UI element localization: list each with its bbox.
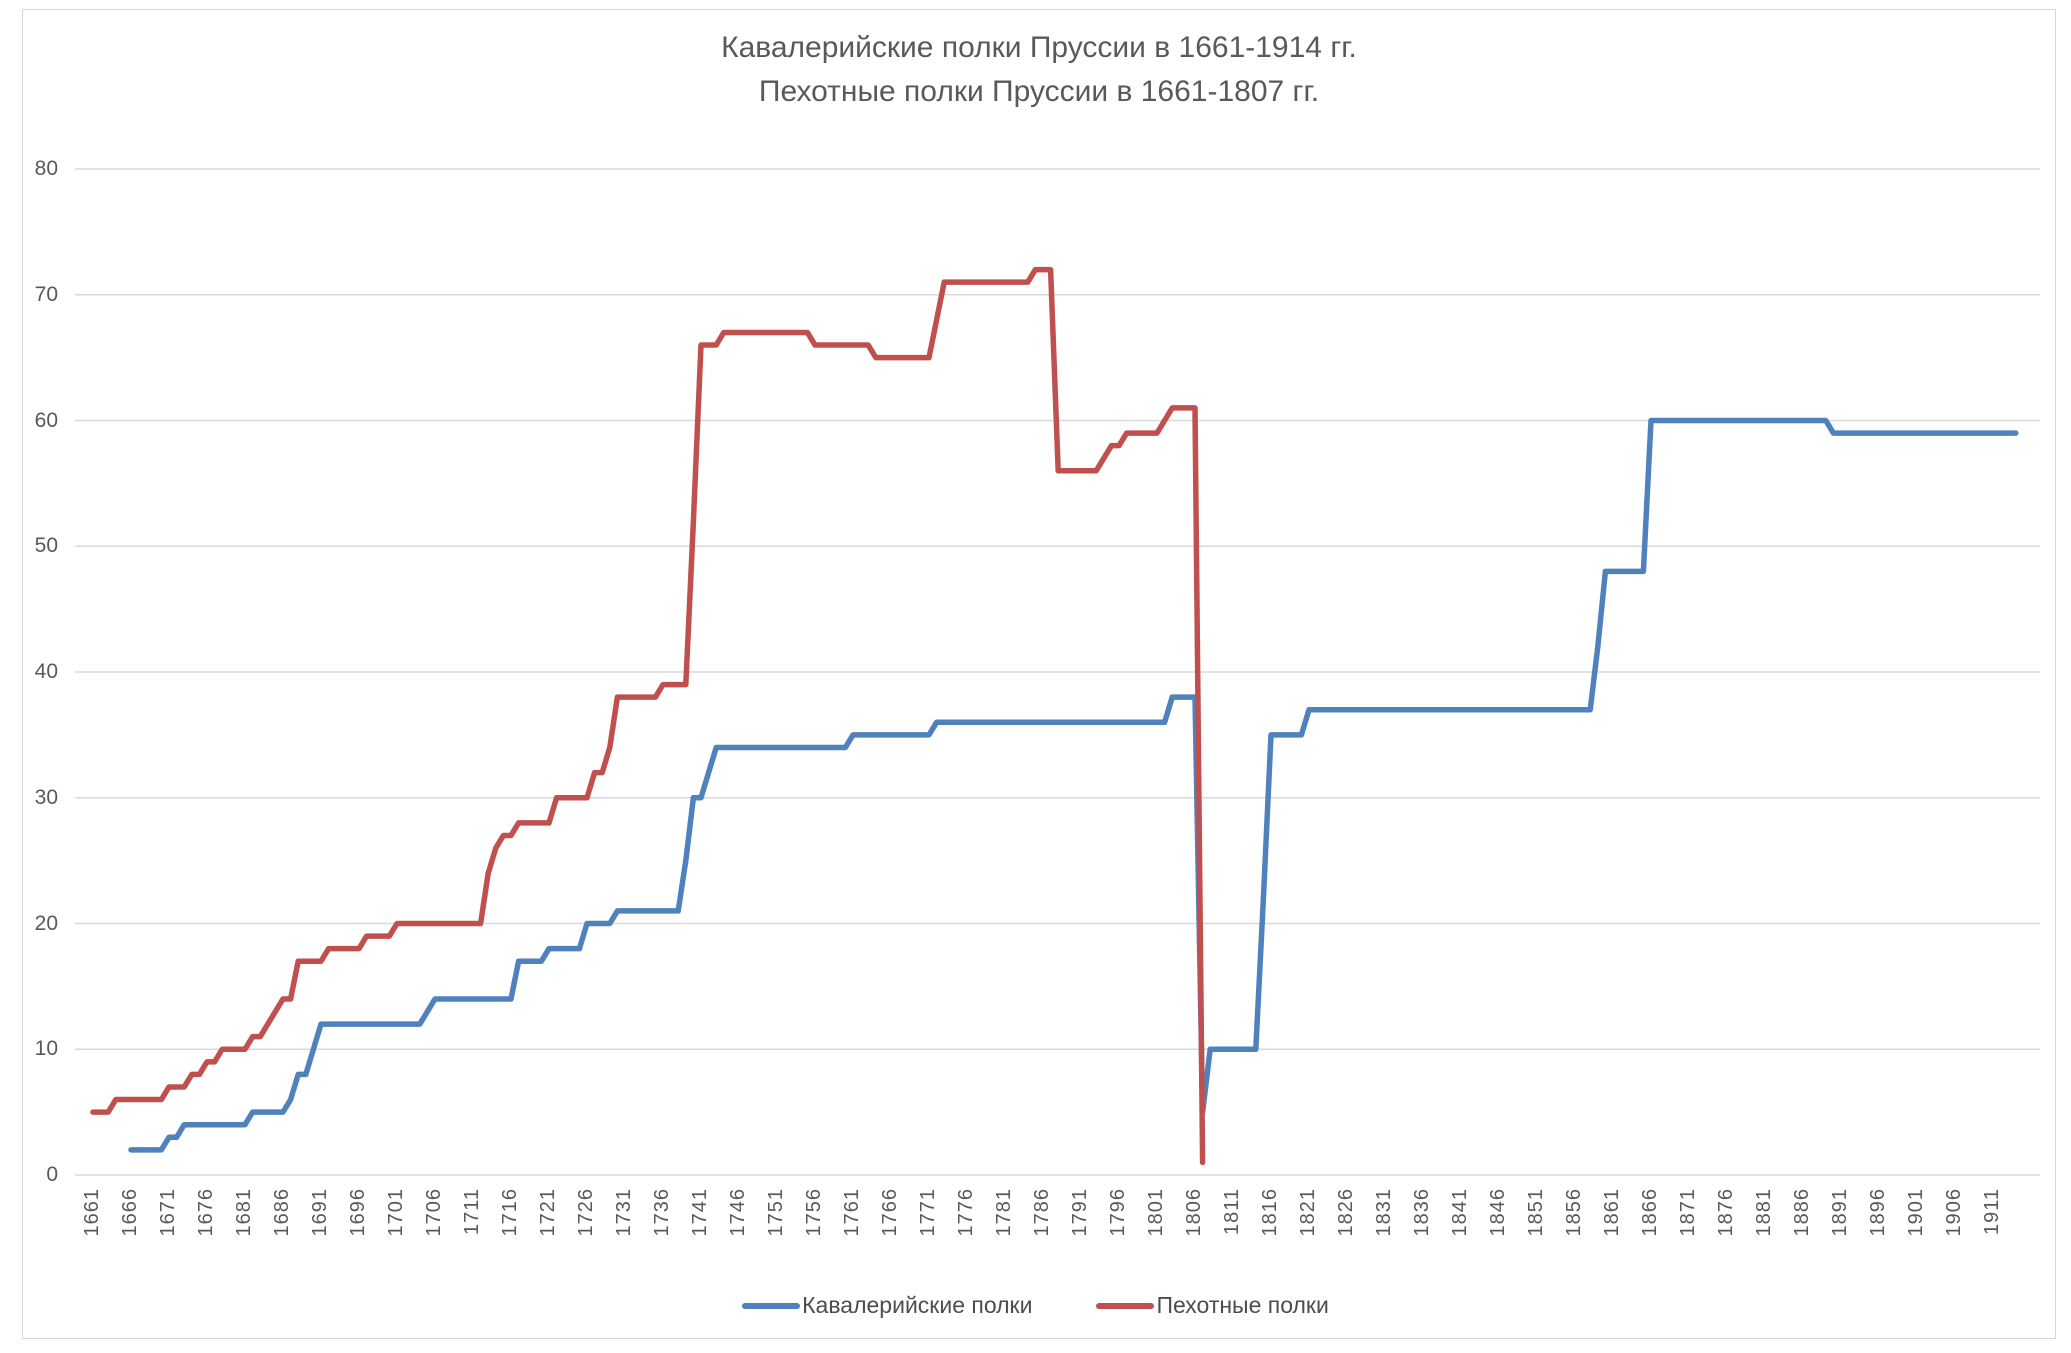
- x-tick-label-1826: 1826: [1335, 1188, 1357, 1237]
- x-tick-label-1796: 1796: [1107, 1188, 1129, 1237]
- x-tick-label-1686: 1686: [271, 1188, 293, 1237]
- y-tick-label-50: 50: [34, 534, 58, 558]
- x-tick-label-1881: 1881: [1753, 1188, 1775, 1237]
- x-tick-label-1791: 1791: [1069, 1188, 1091, 1237]
- y-tick-label-80: 80: [34, 157, 58, 180]
- x-tick-label-1821: 1821: [1297, 1188, 1319, 1237]
- y-tick-label-20: 20: [34, 911, 58, 935]
- y-tick-label-30: 30: [34, 785, 58, 809]
- x-tick-label-1906: 1906: [1943, 1188, 1965, 1237]
- x-tick-label-1876: 1876: [1715, 1188, 1737, 1237]
- x-tick-label-1856: 1856: [1563, 1188, 1585, 1237]
- x-tick-label-1731: 1731: [613, 1188, 635, 1237]
- x-tick-label-1721: 1721: [537, 1188, 559, 1237]
- x-tick-label-1871: 1871: [1677, 1188, 1699, 1237]
- legend-item-infantry: Пехотные полки: [1096, 1292, 1329, 1319]
- x-tick-label-1896: 1896: [1867, 1188, 1889, 1237]
- chart-legend: Кавалерийские полки Пехотные полки: [0, 1292, 2071, 1319]
- chart-title-line1: Кавалерийские полки Пруссии в 1661-1914 …: [721, 31, 1357, 64]
- x-tick-label-1886: 1886: [1791, 1188, 1813, 1237]
- chart-title-line2: Пехотные полки Пруссии в 1661-1807 гг.: [758, 75, 1320, 108]
- x-tick-label-1691: 1691: [309, 1188, 331, 1237]
- x-tick-label-1911: 1911: [1981, 1188, 2003, 1236]
- x-tick-label-1701: 1701: [385, 1188, 407, 1237]
- cavalry-series-line: [128, 417, 2019, 1153]
- legend-item-cavalry: Кавалерийские полки: [742, 1292, 1032, 1319]
- x-tick-label-1761: 1761: [841, 1188, 863, 1237]
- x-tick-label-1681: 1681: [233, 1188, 255, 1237]
- x-tick-label-1866: 1866: [1639, 1188, 1661, 1237]
- x-tick-label-1806: 1806: [1183, 1188, 1205, 1237]
- legend-line-marker-infantry: [1096, 1302, 1155, 1309]
- x-tick-label-1861: 1861: [1601, 1188, 1623, 1237]
- x-tick-label-1671: 1671: [157, 1188, 179, 1237]
- y-tick-label-40: 40: [34, 660, 58, 683]
- legend-label-infantry: Пехотные полки: [1156, 1292, 1329, 1318]
- x-tick-label-1841: 1841: [1449, 1188, 1471, 1237]
- x-tick-label-1736: 1736: [651, 1188, 673, 1237]
- x-tick-label-1771: 1771: [917, 1188, 939, 1237]
- x-tick-label-1831: 1831: [1373, 1188, 1395, 1237]
- x-tick-label-1801: 1801: [1145, 1188, 1167, 1237]
- x-tick-label-1756: 1756: [803, 1188, 825, 1237]
- x-tick-label-1741: 1741: [689, 1188, 711, 1237]
- x-tick-label-1726: 1726: [575, 1188, 597, 1237]
- y-tick-label-60: 60: [34, 408, 58, 432]
- y-tick-label-70: 70: [34, 282, 58, 306]
- x-tick-label-1766: 1766: [879, 1188, 901, 1237]
- x-tick-label-1661: 1661: [81, 1188, 103, 1237]
- x-tick-label-1816: 1816: [1259, 1188, 1281, 1237]
- legend-line-marker-cavalry: [742, 1302, 801, 1309]
- legend-label-cavalry: Кавалерийские полки: [802, 1292, 1033, 1318]
- x-tick-label-1676: 1676: [195, 1188, 217, 1237]
- x-tick-label-1776: 1776: [955, 1188, 977, 1237]
- x-tick-label-1781: 1781: [993, 1188, 1015, 1237]
- x-tick-label-1891: 1891: [1829, 1188, 1851, 1237]
- x-tick-label-1751: 1751: [765, 1188, 787, 1237]
- x-tick-label-1851: 1851: [1525, 1188, 1547, 1237]
- x-tick-label-1706: 1706: [423, 1188, 445, 1237]
- x-tick-label-1811: 1811: [1221, 1188, 1243, 1236]
- x-tick-label-1786: 1786: [1031, 1188, 1053, 1237]
- x-tick-label-1696: 1696: [347, 1188, 369, 1237]
- chart-frame: Кавалерийские полки Пруссии в 1661-1914 …: [22, 9, 2056, 1339]
- x-tick-label-1901: 1901: [1905, 1188, 1927, 1237]
- chart-title: Кавалерийские полки Пруссии в 1661-1914 …: [23, 26, 2055, 114]
- x-tick-label-1746: 1746: [727, 1188, 749, 1237]
- infantry-series-line: [90, 266, 1206, 1166]
- x-tick-label-1711: 1711: [461, 1188, 483, 1236]
- x-tick-label-1666: 1666: [119, 1188, 141, 1237]
- y-tick-label-10: 10: [34, 1037, 58, 1061]
- x-tick-label-1846: 1846: [1487, 1188, 1509, 1237]
- x-tick-label-1836: 1836: [1411, 1188, 1433, 1237]
- y-tick-label-0: 0: [46, 1163, 58, 1186]
- x-tick-label-1716: 1716: [499, 1188, 521, 1237]
